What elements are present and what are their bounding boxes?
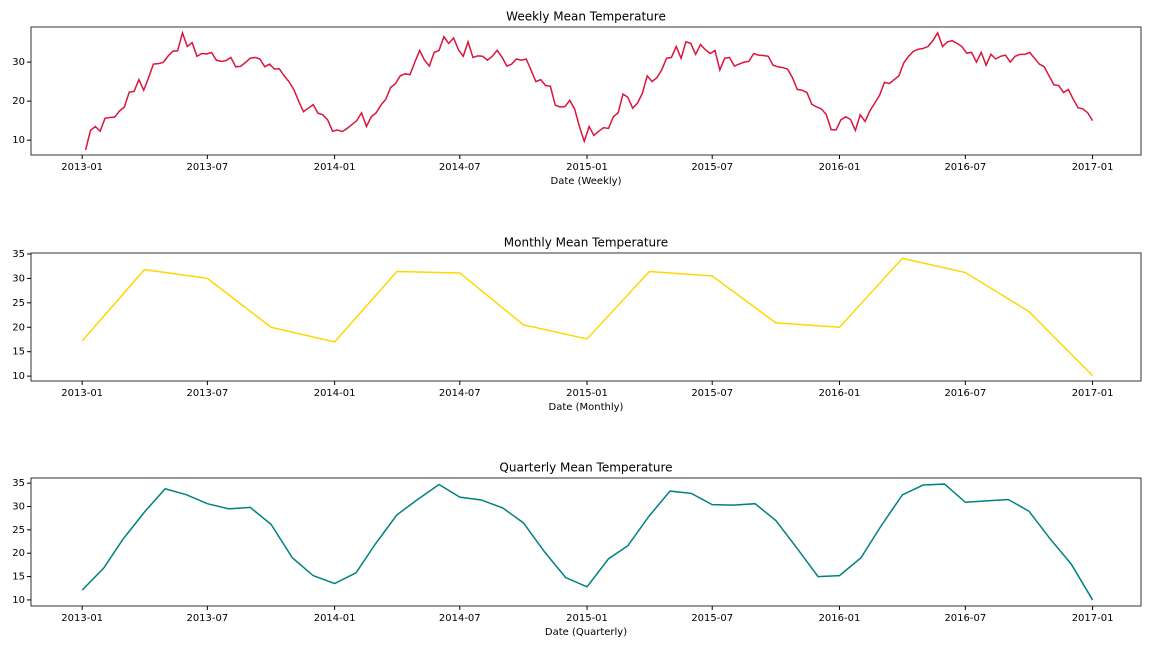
x-tick-label: 2015-07 bbox=[691, 388, 733, 399]
x-tick-label: 2016-01 bbox=[819, 162, 861, 173]
x-tick-label: 2016-07 bbox=[944, 388, 986, 399]
x-tick-label: 2015-01 bbox=[566, 162, 608, 173]
x-tick-label: 2013-01 bbox=[61, 162, 103, 173]
subplot-title: Weekly Mean Temperature bbox=[506, 10, 666, 24]
x-tick-label: 2015-01 bbox=[566, 613, 608, 624]
y-tick-label: 10 bbox=[12, 135, 25, 146]
x-tick-label: 2014-01 bbox=[314, 162, 356, 173]
x-tick-label: 2014-07 bbox=[439, 388, 481, 399]
x-tick-label: 2013-07 bbox=[186, 162, 228, 173]
x-tick-label: 2015-07 bbox=[691, 613, 733, 624]
subplot: Quarterly Mean Temperature 10 15 20 25 30 35 20… bbox=[12, 461, 1142, 638]
data-line bbox=[81, 257, 1094, 377]
x-tick-label: 2015-07 bbox=[691, 162, 733, 173]
x-tick-label: 2015-01 bbox=[566, 388, 608, 399]
x-tick-label: 2014-01 bbox=[314, 388, 356, 399]
x-axis-label: Date (Quarterly) bbox=[545, 627, 627, 638]
x-tick-label: 2017-01 bbox=[1072, 613, 1114, 624]
x-tick-label: 2014-01 bbox=[314, 613, 356, 624]
y-tick-label: 25 bbox=[12, 298, 25, 309]
subplot: Weekly Mean Temperature 10 20 30 2013-01 2013… bbox=[12, 10, 1142, 187]
x-tick-label: 2017-01 bbox=[1072, 162, 1114, 173]
data-line bbox=[81, 483, 1094, 601]
y-tick-label: 15 bbox=[12, 572, 25, 583]
x-tick-label: 2013-01 bbox=[61, 613, 103, 624]
axes-frame bbox=[30, 252, 1142, 382]
data-line bbox=[84, 30, 1094, 151]
y-tick-label: 15 bbox=[12, 347, 25, 358]
y-tick-label: 30 bbox=[12, 501, 25, 512]
y-tick-label: 30 bbox=[12, 273, 25, 284]
x-tick-label: 2014-07 bbox=[439, 613, 481, 624]
axes-frame bbox=[30, 26, 1142, 156]
y-tick-label: 25 bbox=[12, 525, 25, 536]
x-tick-label: 2016-01 bbox=[819, 613, 861, 624]
x-tick-label: 2016-07 bbox=[944, 162, 986, 173]
x-tick-label: 2016-01 bbox=[819, 388, 861, 399]
x-tick-label: 2017-01 bbox=[1072, 388, 1114, 399]
subplot-title: Quarterly Mean Temperature bbox=[499, 461, 672, 475]
x-axis-label: Date (Weekly) bbox=[551, 176, 622, 187]
subplot: Monthly Mean Temperature 10 15 20 25 30 35 2013… bbox=[12, 236, 1142, 413]
y-tick-label: 10 bbox=[12, 371, 25, 382]
y-tick-label: 35 bbox=[12, 478, 25, 489]
x-tick-label: 2013-01 bbox=[61, 388, 103, 399]
x-tick-label: 2014-07 bbox=[439, 162, 481, 173]
subplot-title: Monthly Mean Temperature bbox=[504, 236, 668, 250]
x-tick-label: 2013-07 bbox=[186, 613, 228, 624]
x-tick-label: 2013-07 bbox=[186, 388, 228, 399]
y-tick-label: 20 bbox=[12, 322, 25, 333]
x-axis-label: Date (Monthly) bbox=[549, 402, 624, 413]
y-tick-label: 30 bbox=[12, 57, 25, 68]
y-tick-label: 35 bbox=[12, 249, 25, 260]
y-tick-label: 20 bbox=[12, 548, 25, 559]
y-tick-label: 10 bbox=[12, 595, 25, 606]
y-tick-label: 20 bbox=[12, 96, 25, 107]
x-tick-label: 2016-07 bbox=[944, 613, 986, 624]
axes-frame bbox=[30, 477, 1142, 607]
